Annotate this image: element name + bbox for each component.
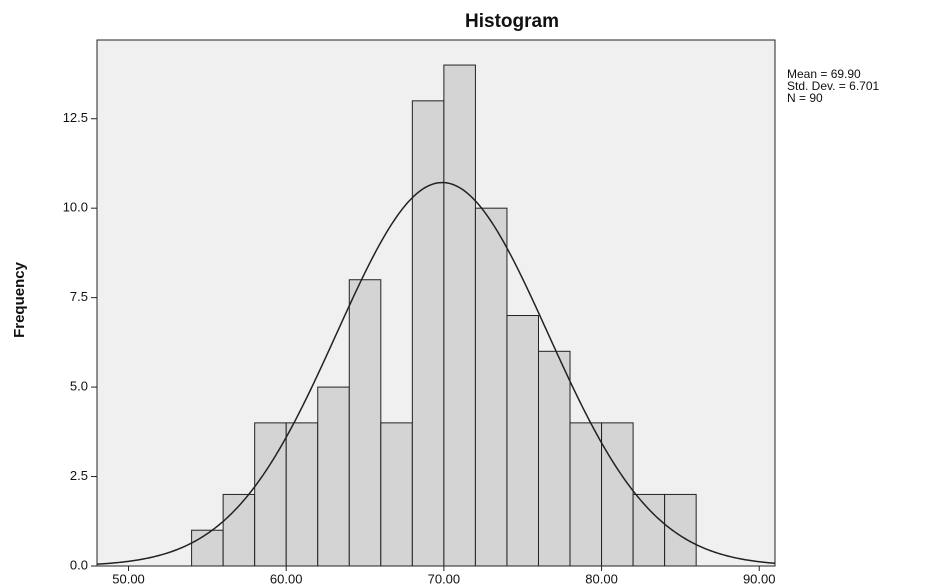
bar xyxy=(191,529,224,567)
bar xyxy=(569,422,603,567)
bar xyxy=(474,207,508,567)
bar xyxy=(348,279,382,567)
normal-curve xyxy=(96,181,776,565)
bar xyxy=(380,422,413,567)
y-tick-label: 7.5 xyxy=(70,289,88,304)
stat-label: Mean = 69.90 xyxy=(787,67,861,81)
x-tick-label: 80.00 xyxy=(585,571,618,586)
bar xyxy=(537,350,571,567)
chart-title: Histogram xyxy=(465,11,559,32)
x-tick-label: 60.00 xyxy=(270,571,303,586)
y-tick-label: 0.0 xyxy=(70,557,88,572)
y-tick-label: 2.5 xyxy=(70,468,88,483)
bar xyxy=(285,422,319,567)
x-tick-label: 90.00 xyxy=(743,571,776,586)
y-tick-label: 10.0 xyxy=(63,200,88,215)
bar xyxy=(443,64,476,567)
bar xyxy=(632,493,666,567)
bar xyxy=(601,422,634,567)
bar xyxy=(664,493,697,567)
stat-label: Std. Dev. = 6.701 xyxy=(787,79,879,93)
y-tick-label: 5.0 xyxy=(70,379,88,394)
bar xyxy=(506,315,539,567)
stat-label: N = 90 xyxy=(787,91,823,105)
x-tick-label: 50.00 xyxy=(112,571,145,586)
bar xyxy=(411,100,445,567)
x-tick-label: 70.00 xyxy=(428,571,461,586)
bar xyxy=(317,386,350,567)
y-tick-label: 12.5 xyxy=(63,110,88,125)
y-axis-label: Frequency xyxy=(11,261,28,338)
